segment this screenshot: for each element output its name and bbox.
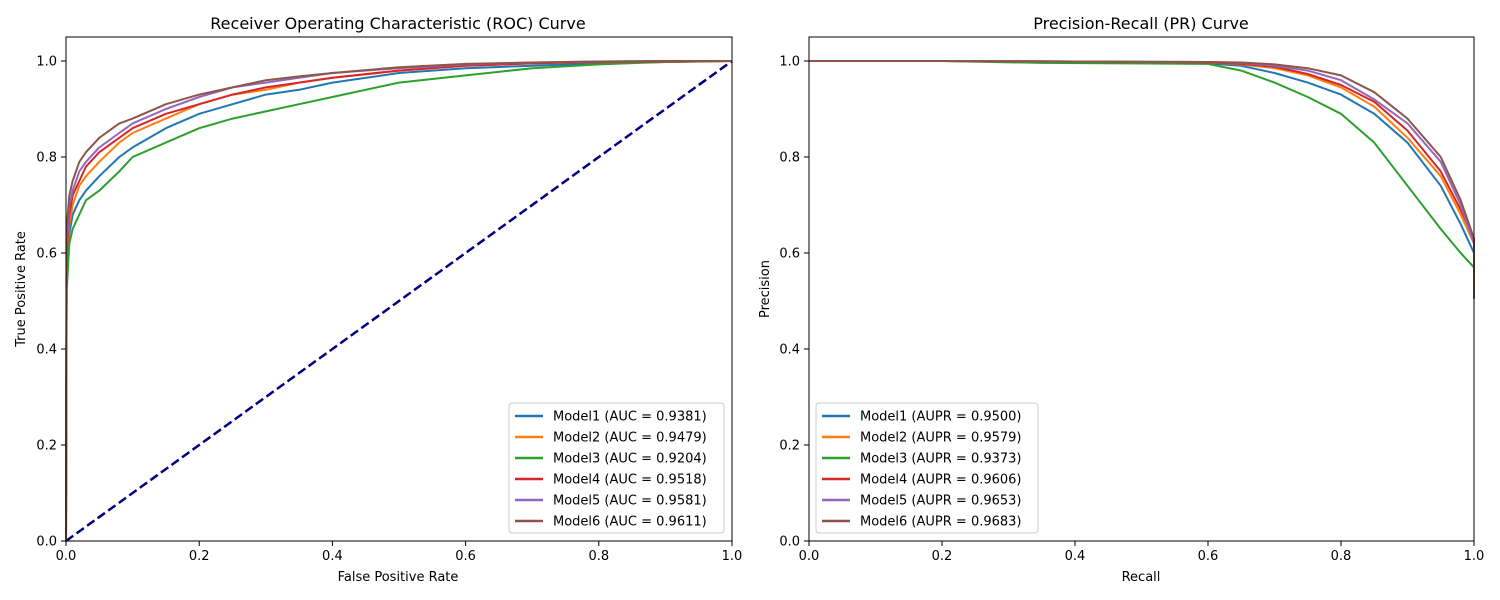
pr-xtick-label: 0.0	[799, 549, 820, 564]
roc-series-line-1	[65, 60, 733, 542]
pr-xlabel: Recall	[1122, 570, 1161, 585]
pr-xtick-label: 0.4	[1065, 549, 1086, 564]
roc-title: Receiver Operating Characteristic (ROC) …	[210, 14, 585, 33]
pr-series-line-4	[809, 60, 1475, 299]
roc-xtick-label: 1.0	[722, 549, 743, 564]
pr-xtick-label: 0.6	[1198, 549, 1219, 564]
pr-xtick-label: 0.2	[932, 549, 953, 564]
roc-xtick-label: 0.0	[56, 549, 77, 564]
pr-ytick-label: 0.6	[779, 247, 800, 262]
pr-series-line-6	[809, 60, 1475, 299]
roc-legend-label-2: Model2 (AUC = 0.9479)	[553, 431, 707, 446]
roc-ytick-label: 1.0	[36, 55, 57, 70]
roc-xtick-label: 0.8	[588, 549, 609, 564]
roc-series-line-4	[65, 60, 733, 542]
pr-series-line-3	[809, 60, 1475, 299]
pr-series-line-2	[809, 60, 1475, 299]
pr-ytick-label: 0.8	[779, 151, 800, 166]
pr-axes-frame	[808, 36, 1475, 542]
roc-ytick-label: 0.6	[36, 247, 57, 262]
roc-xtick-label: 0.2	[189, 549, 210, 564]
roc-axes-frame	[65, 36, 733, 542]
pr-chart: Precision-Recall (PR) Curve Recall Preci…	[758, 14, 1484, 585]
pr-ylabel: Precision	[758, 260, 773, 318]
pr-legend-label-2: Model2 (AUPR = 0.9579)	[860, 431, 1022, 446]
roc-diagonal-line	[65, 59, 733, 543]
pr-xtick-label: 1.0	[1464, 549, 1485, 564]
pr-legend-label-4: Model4 (AUPR = 0.9606)	[860, 473, 1022, 488]
pr-series-line-5	[809, 60, 1475, 299]
pr-plot-area: 0.0 0.2 0.4 0.6 0.8 1.0 0.0 0.2 0.4 0.6 0.8 1.0	[779, 36, 1485, 564]
pr-ytick-label: 0.4	[779, 343, 800, 358]
pr-title: Precision-Recall (PR) Curve	[1033, 14, 1249, 33]
roc-ytick-label: 0.4	[36, 343, 57, 358]
roc-legend-label-1: Model1 (AUC = 0.9381)	[553, 410, 707, 425]
pr-legend-box	[815, 402, 1039, 534]
roc-xtick-label: 0.6	[455, 549, 476, 564]
pr-ytick-label: 0.2	[779, 439, 800, 454]
pr-legend-label-3: Model3 (AUPR = 0.9373)	[860, 452, 1022, 467]
pr-legend-label-1: Model1 (AUPR = 0.9500)	[860, 410, 1022, 425]
pr-xtick-label: 0.8	[1331, 549, 1352, 564]
roc-series-line-6	[65, 60, 732, 542]
roc-legend-label-5: Model5 (AUC = 0.9581)	[553, 494, 707, 509]
pr-legend-label-5: Model5 (AUPR = 0.9653)	[860, 494, 1022, 509]
roc-legend-label-6: Model6 (AUC = 0.9611)	[553, 515, 707, 530]
roc-legend-label-3: Model3 (AUC = 0.9204)	[553, 452, 707, 467]
pr-ytick-label: 1.0	[779, 55, 800, 70]
roc-series-line-3	[65, 60, 733, 542]
roc-xtick-label: 0.4	[322, 549, 343, 564]
roc-ytick-label: 0.2	[36, 439, 57, 454]
pr-series-line-1	[809, 60, 1475, 299]
roc-ylabel: True Positive Rate	[14, 231, 29, 348]
roc-legend-label-4: Model4 (AUC = 0.9518)	[553, 473, 707, 488]
roc-xlabel: False Positive Rate	[338, 570, 459, 585]
roc-legend: Model1 (AUC = 0.9381) Model2 (AUC = 0.947…	[508, 402, 725, 534]
roc-legend-box	[508, 402, 725, 534]
roc-plot-area: 0.0 0.2 0.4 0.6 0.8 1.0 0.0 0.2 0.4 0.6 0.8 1.0	[36, 36, 743, 564]
pr-ytick-label: 0.0	[779, 535, 800, 550]
roc-chart: Receiver Operating Characteristic (ROC) …	[14, 14, 742, 585]
roc-ytick-label: 0.0	[36, 535, 57, 550]
roc-ytick-label: 0.8	[36, 151, 57, 166]
pr-legend: Model1 (AUPR = 0.9500) Model2 (AUPR = 0.9…	[815, 402, 1039, 534]
pr-legend-label-6: Model6 (AUPR = 0.9683)	[860, 515, 1022, 530]
